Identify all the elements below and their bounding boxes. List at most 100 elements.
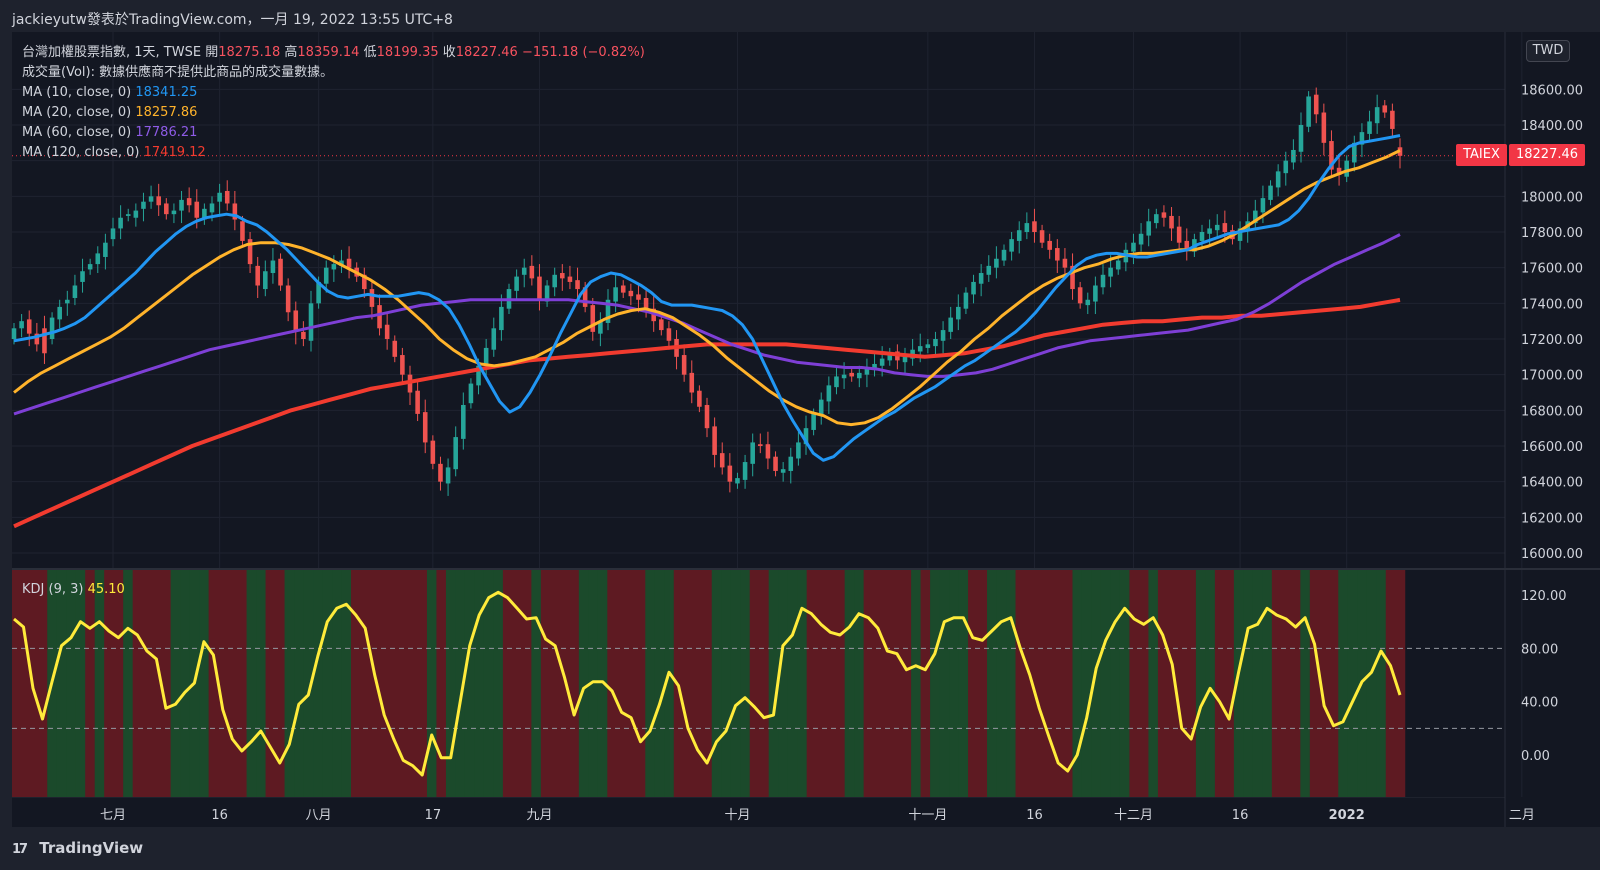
- kdj-trend-band: [711, 570, 722, 797]
- kdj-legend[interactable]: KDJ (9, 3) 45.10: [22, 582, 125, 597]
- kdj-trend-band: [664, 570, 675, 797]
- kdj-trend-band: [550, 570, 561, 797]
- x-tick-label: 17: [425, 808, 442, 823]
- candle-body: [704, 404, 710, 429]
- kdj-trend-band: [569, 570, 580, 797]
- kdj-trend-band: [417, 570, 428, 797]
- candle-body: [765, 444, 771, 459]
- candle-body: [1184, 240, 1190, 250]
- candle-body: [1390, 110, 1395, 129]
- kdj-trend-band: [721, 570, 732, 797]
- ma10-row[interactable]: MA (10, close, 0) 18341.25: [22, 83, 645, 103]
- kdj-trend-band: [607, 570, 618, 797]
- y-tick-label: 16000.00: [1521, 547, 1583, 562]
- candle-body: [224, 190, 230, 204]
- kdj-trend-band: [208, 570, 219, 797]
- candle-body: [1199, 232, 1205, 241]
- candle-body: [659, 319, 664, 331]
- kdj-trend-band: [930, 570, 941, 797]
- candle-body: [87, 264, 93, 270]
- ma60-label: MA (60, close, 0): [22, 125, 132, 140]
- candle-body: [826, 385, 832, 402]
- change-value: −151.18 (−0.82%): [521, 45, 645, 60]
- candle-body: [80, 271, 85, 282]
- kdj-trend-band: [275, 570, 286, 797]
- candle-body: [1100, 274, 1106, 288]
- candle-body: [26, 319, 32, 334]
- ma60-row[interactable]: MA (60, close, 0) 17786.21: [22, 123, 645, 143]
- y-tick-label: 17800.00: [1521, 226, 1583, 241]
- kdj-trend-band: [1025, 570, 1036, 797]
- currency-badge[interactable]: TWD: [1526, 40, 1570, 62]
- candle-body: [803, 428, 809, 445]
- candle-body: [582, 287, 588, 307]
- kdj-trend-band: [787, 570, 798, 797]
- candle-body: [148, 196, 154, 202]
- kdj-trend-band: [540, 570, 551, 797]
- kdj-trend-band: [94, 570, 105, 797]
- kdj-trend-band: [588, 570, 599, 797]
- candle-body: [164, 203, 169, 215]
- candle-body: [1154, 214, 1159, 224]
- candle-body: [362, 274, 367, 290]
- kdj-trend-band: [1006, 570, 1017, 797]
- kdj-trend-band: [512, 570, 523, 797]
- candle-body: [1374, 107, 1380, 124]
- kdj-trend-band: [1319, 570, 1330, 797]
- candle-body: [598, 321, 603, 334]
- kdj-trend-band: [844, 570, 855, 797]
- kdj-trend-band: [835, 570, 846, 797]
- candle-body: [1291, 149, 1296, 163]
- candle-body: [1138, 233, 1144, 245]
- kdj-trend-band: [1034, 570, 1045, 797]
- kdj-trend-band: [37, 570, 48, 797]
- y-tick-label: 16400.00: [1521, 476, 1583, 491]
- kdj-trend-band: [1300, 570, 1311, 797]
- y-tick-label: 16200.00: [1521, 511, 1583, 526]
- time-axis: [12, 798, 1505, 827]
- y-tick-label: 17200.00: [1521, 333, 1583, 348]
- candle-body: [1115, 260, 1121, 270]
- kdj-trend-band: [161, 570, 172, 797]
- candle-body: [887, 353, 893, 361]
- candle-body: [1283, 160, 1289, 174]
- y-tick-label: 17400.00: [1521, 297, 1583, 312]
- kdj-trend-band: [199, 570, 210, 797]
- candle-body: [316, 281, 321, 304]
- kdj-trend-band: [123, 570, 134, 797]
- kdj-trend-band: [1262, 570, 1273, 797]
- candle-body: [1161, 212, 1167, 218]
- kdj-trend-band: [854, 570, 865, 797]
- kdj-label: KDJ (9, 3): [22, 582, 84, 597]
- y-tick-label: 18000.00: [1521, 190, 1583, 205]
- candle-body: [857, 372, 862, 379]
- candle-body: [202, 208, 207, 220]
- kdj-trend-band: [768, 570, 779, 797]
- kdj-trend-band: [1224, 570, 1235, 797]
- x-tick-label: 16: [211, 808, 228, 823]
- kdj-trend-band: [1252, 570, 1263, 797]
- volume-note: 成交量(Vol): 數據供應商不提供此商品的成交量數據。: [22, 65, 334, 80]
- candle-body: [742, 462, 748, 480]
- candle-body: [491, 328, 497, 350]
- candle-body: [65, 299, 70, 304]
- candle-body: [788, 456, 794, 471]
- x-tick-label: 16: [1232, 808, 1249, 823]
- candle-body: [42, 328, 47, 354]
- candle-body: [278, 258, 283, 286]
- tradingview-brand[interactable]: 17 TradingView: [12, 839, 143, 857]
- kdj-trend-band: [920, 570, 931, 797]
- kdj-trend-band: [730, 570, 741, 797]
- kdj-trend-band: [227, 570, 238, 797]
- ma20-row[interactable]: MA (20, close, 0) 18257.86: [22, 103, 645, 123]
- kdj-trend-band: [12, 570, 20, 797]
- ma120-value: 17419.12: [143, 145, 206, 160]
- kdj-trend-band: [436, 570, 447, 797]
- kdj-trend-band: [445, 570, 456, 797]
- candle-body: [118, 217, 123, 229]
- ma120-row[interactable]: MA (120, close, 0) 17419.12: [22, 143, 645, 163]
- ma20-label: MA (20, close, 0): [22, 105, 132, 120]
- candle-body: [255, 265, 260, 286]
- y-tick-label: 17600.00: [1521, 262, 1583, 277]
